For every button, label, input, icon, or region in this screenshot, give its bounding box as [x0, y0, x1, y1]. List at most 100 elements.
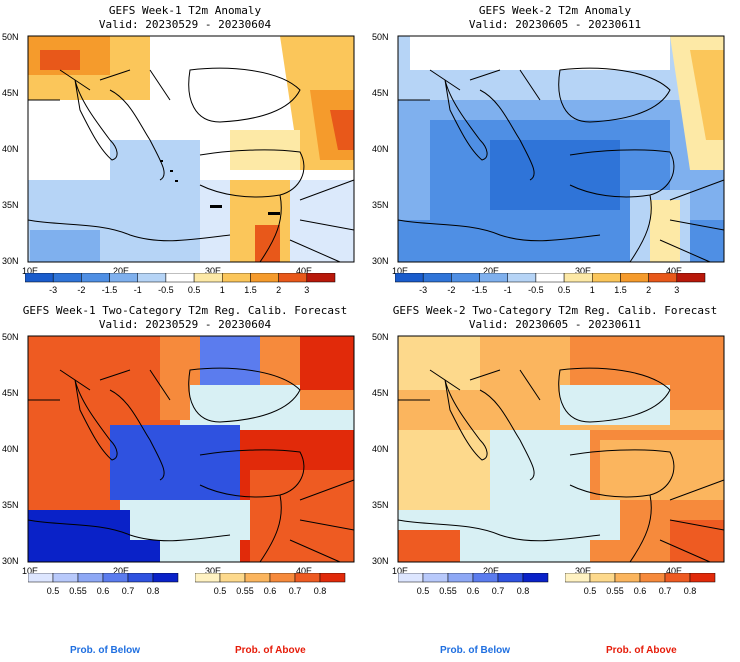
prob-above-label: Prob. of Above	[606, 645, 677, 656]
svg-text:30N: 30N	[372, 556, 389, 566]
colorbar-swatch	[81, 273, 110, 283]
svg-text:30N: 30N	[2, 556, 19, 566]
lat-label: 35N	[2, 200, 19, 210]
colorbar-tick-label: 0.6	[467, 586, 480, 596]
svg-text:40E: 40E	[666, 266, 682, 276]
colorbar-swatch	[250, 273, 279, 283]
colorbar-tick-label: 1.5	[244, 285, 257, 295]
colorbar-tick-label: 0.6	[97, 586, 110, 596]
colorbar-swatch	[109, 273, 138, 283]
colorbar-swatch	[52, 273, 82, 283]
colorbar-tick-label: 0.8	[684, 586, 697, 596]
prob-below-label: Prob. of Below	[70, 645, 140, 656]
colorbar-swatch	[422, 273, 452, 283]
panel-title: GEFS Week-1 T2m Anomaly	[108, 4, 262, 17]
colorbar-tick-label: 0.6	[634, 586, 647, 596]
colorbar-swatch	[589, 573, 616, 583]
colorbar-tick-label: 0.55	[606, 586, 624, 596]
svg-text:50N: 50N	[372, 332, 389, 342]
colorbar-swatch	[294, 573, 321, 583]
panel-valid-dates: Valid: 20230529 - 20230604	[98, 18, 272, 31]
probability-map-week2: 50N 45N 40N 35N 30N 10E 20E 30E 40E	[372, 332, 725, 576]
svg-text:10E: 10E	[22, 566, 38, 576]
svg-text:40E: 40E	[296, 566, 312, 576]
lon-label: 30E	[205, 266, 221, 276]
colorbar-swatch	[614, 573, 641, 583]
colorbar-swatch	[639, 573, 666, 583]
colorbar-swatch	[664, 573, 691, 583]
colorbar-tick-label: 3	[674, 285, 679, 295]
colorbar-swatch	[472, 573, 499, 583]
lat-label: 50N	[2, 32, 19, 42]
colorbar-tick-label: 1.5	[614, 285, 627, 295]
colorbar-swatch	[451, 273, 480, 283]
colorbar-tick-label: 0.55	[236, 586, 254, 596]
prob-above-colorbar: 0.5 0.55 0.6 0.7 0.8	[565, 573, 716, 596]
colorbar-swatch	[152, 573, 179, 583]
colorbar-swatch	[592, 273, 621, 283]
prob-above-colorbar: 0.5 0.55 0.6 0.7 0.8	[195, 573, 346, 596]
svg-text:20E: 20E	[483, 266, 499, 276]
colorbar-tick-label: -3	[49, 285, 57, 295]
svg-text:45N: 45N	[372, 88, 389, 98]
colorbar-swatch	[25, 273, 54, 283]
colorbar-swatch	[422, 573, 449, 583]
svg-text:50N: 50N	[2, 332, 19, 342]
colorbar-swatch	[127, 573, 154, 583]
panel-valid-dates: Valid: 20230529 - 20230604	[98, 318, 272, 331]
colorbar-tick-label: -0.5	[528, 285, 544, 295]
colorbar-tick-label: 2	[276, 285, 281, 295]
svg-text:10E: 10E	[392, 266, 408, 276]
colorbar-swatch	[689, 573, 716, 583]
colorbar-swatch	[306, 273, 336, 283]
colorbar-tick-label: 0.6	[264, 586, 277, 596]
svg-text:10E: 10E	[392, 566, 408, 576]
prob-below-colorbar: 0.5 0.55 0.6 0.7 0.8	[398, 573, 549, 596]
svg-text:40N: 40N	[2, 444, 19, 454]
svg-text:45N: 45N	[372, 388, 389, 398]
colorbar-tick-label: -1.5	[472, 285, 488, 295]
colorbar-tick-label: 0.55	[439, 586, 457, 596]
colorbar-swatch	[648, 273, 678, 283]
colorbar-tick-label: 0.5	[47, 586, 60, 596]
colorbar-swatch	[565, 573, 591, 583]
colorbar-swatch	[522, 573, 549, 583]
colorbar-tick-label: 0.5	[188, 285, 201, 295]
colorbar-tick-label: 0.7	[492, 586, 505, 596]
svg-text:30N: 30N	[372, 256, 389, 266]
panel-title: GEFS Week-2 Two-Category T2m Reg. Calib.…	[392, 304, 718, 317]
anomaly-colorbar: -3 -2 -1.5 -1 -0.5 0.5 1 1.5 2 3	[395, 273, 706, 295]
colorbar-tick-label: 0.5	[417, 586, 430, 596]
colorbar-swatch	[479, 273, 508, 283]
prob-above-label: Prob. of Above	[235, 645, 306, 656]
colorbar-tick-label: 0.5	[584, 586, 597, 596]
svg-text:20E: 20E	[483, 566, 499, 576]
colorbar-tick-label: 0.8	[147, 586, 160, 596]
colorbar-tick-label: 0.8	[314, 586, 327, 596]
colorbar-tick-label: -3	[419, 285, 427, 295]
svg-text:40N: 40N	[372, 144, 389, 154]
colorbar-tick-label: 0.55	[69, 586, 87, 596]
colorbar-swatch	[52, 573, 79, 583]
colorbar-swatch	[137, 273, 167, 283]
colorbar-swatch	[244, 573, 271, 583]
panel-title: GEFS Week-1 Two-Category T2m Reg. Calib.…	[22, 304, 348, 317]
panel-week1-anomaly: GEFS Week-1 T2m Anomaly Valid: 20230529 …	[0, 0, 370, 331]
colorbar-tick-label: -2	[447, 285, 455, 295]
colorbar-swatch	[219, 573, 246, 583]
probability-map-week1: 50N 45N 40N 35N 30N 10E 20E 30E 40E	[2, 332, 355, 576]
colorbar-tick-label: 2	[646, 285, 651, 295]
svg-text:30E: 30E	[575, 266, 591, 276]
colorbar-swatch	[77, 573, 104, 583]
lat-label: 30N	[2, 256, 19, 266]
colorbar-tick-label: -1	[504, 285, 512, 295]
colorbar-tick-label: -2	[77, 285, 85, 295]
colorbar-swatch	[193, 273, 223, 283]
colorbar-tick-label: 1	[220, 285, 225, 295]
colorbar-swatch	[676, 273, 706, 283]
colorbar-swatch	[535, 273, 565, 283]
colorbar-swatch	[447, 573, 474, 583]
colorbar-tick-label: 0.7	[289, 586, 302, 596]
prob-below-colorbar: 0.5 0.55 0.6 0.7 0.8	[28, 573, 179, 596]
colorbar-swatch	[28, 573, 54, 583]
